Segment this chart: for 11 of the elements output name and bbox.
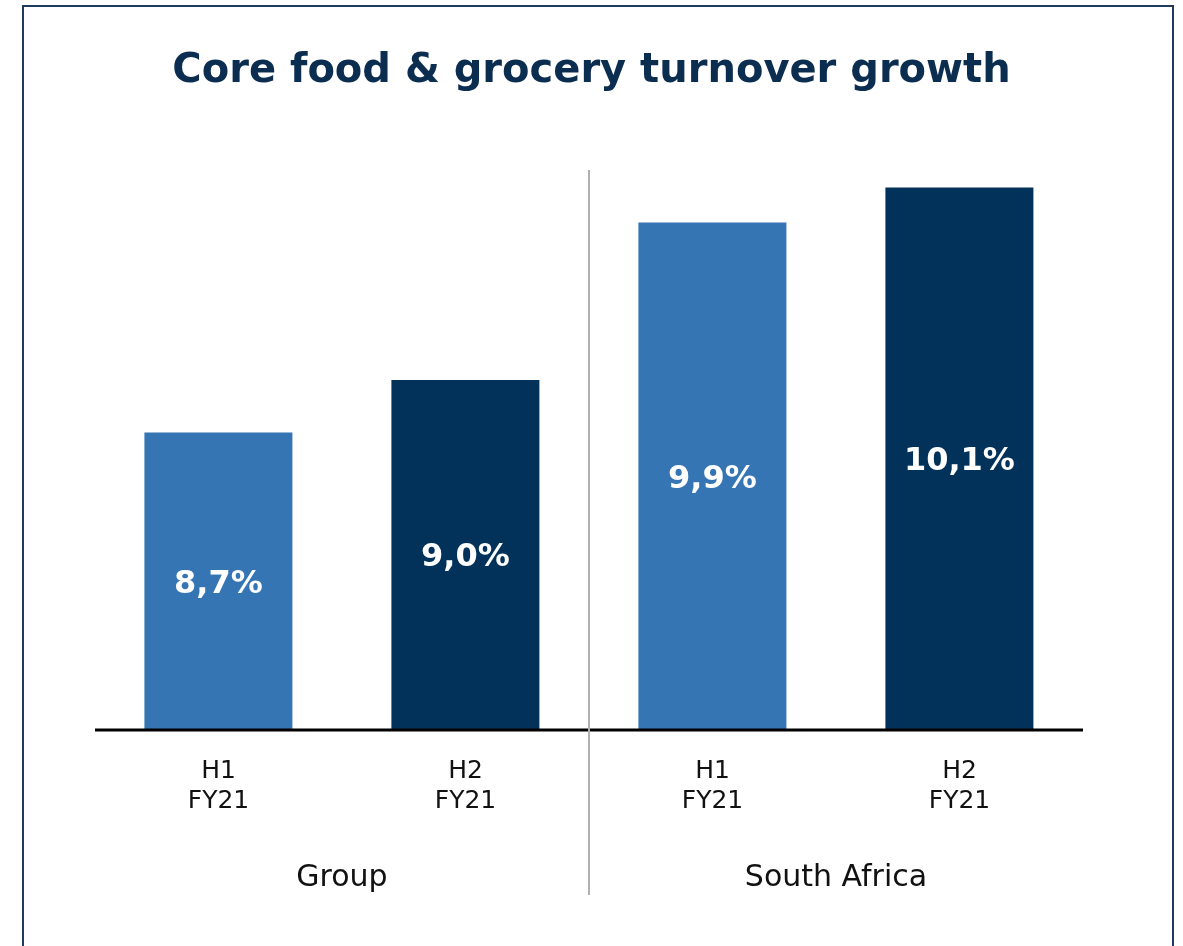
x-tick-label: H2 FY21 <box>434 755 497 814</box>
data-label: 9,9% <box>668 457 757 496</box>
data-label: 8,7% <box>174 562 263 601</box>
data-label: 9,0% <box>421 536 510 575</box>
text: South Africa <box>743 858 929 893</box>
chart-title: Core food & grocery turnover growth <box>171 45 1012 91</box>
x-tick-label: H1 FY21 <box>681 755 744 814</box>
text: Group <box>295 858 389 893</box>
data-label: 10,1% <box>903 440 1015 479</box>
x-tick-label: H2 FY21 <box>928 755 991 814</box>
x-tick-label: H1 FY21 <box>187 755 250 814</box>
